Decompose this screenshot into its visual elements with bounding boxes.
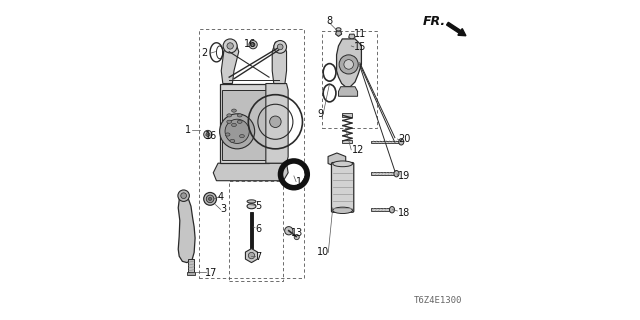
Circle shape bbox=[180, 193, 186, 198]
Text: 20: 20 bbox=[398, 134, 410, 144]
Circle shape bbox=[209, 197, 212, 200]
Ellipse shape bbox=[225, 133, 230, 136]
Text: 8: 8 bbox=[326, 16, 333, 27]
Ellipse shape bbox=[230, 139, 235, 142]
Ellipse shape bbox=[239, 134, 244, 138]
Circle shape bbox=[339, 55, 358, 74]
Polygon shape bbox=[328, 153, 346, 167]
Bar bbox=[229, 181, 284, 281]
Text: 4: 4 bbox=[218, 192, 223, 202]
Bar bbox=[371, 140, 399, 143]
Polygon shape bbox=[213, 163, 288, 181]
Text: 18: 18 bbox=[398, 208, 410, 218]
Text: 19: 19 bbox=[398, 171, 410, 181]
Circle shape bbox=[225, 119, 249, 143]
Text: 3: 3 bbox=[221, 204, 227, 214]
Ellipse shape bbox=[333, 161, 353, 167]
Bar bbox=[188, 259, 194, 272]
Circle shape bbox=[220, 114, 255, 149]
Circle shape bbox=[204, 193, 216, 205]
Ellipse shape bbox=[336, 28, 341, 31]
Text: 16: 16 bbox=[244, 39, 256, 49]
Text: 14: 14 bbox=[296, 177, 308, 187]
Ellipse shape bbox=[390, 206, 394, 213]
Ellipse shape bbox=[232, 123, 236, 126]
Circle shape bbox=[204, 130, 212, 139]
Text: 1: 1 bbox=[185, 125, 191, 135]
Bar bbox=[371, 172, 395, 175]
Polygon shape bbox=[221, 42, 239, 84]
Polygon shape bbox=[178, 195, 195, 263]
Text: 11: 11 bbox=[355, 29, 367, 39]
Circle shape bbox=[249, 41, 257, 49]
Polygon shape bbox=[187, 272, 195, 275]
Polygon shape bbox=[245, 249, 257, 263]
Text: 9: 9 bbox=[317, 109, 323, 119]
Text: 15: 15 bbox=[355, 42, 367, 52]
Ellipse shape bbox=[247, 200, 256, 203]
Circle shape bbox=[269, 116, 281, 127]
FancyArrow shape bbox=[447, 22, 466, 36]
Circle shape bbox=[251, 43, 255, 47]
Bar bbox=[250, 212, 253, 252]
Text: 17: 17 bbox=[205, 268, 218, 278]
Circle shape bbox=[206, 195, 214, 203]
Text: 10: 10 bbox=[317, 247, 329, 257]
Circle shape bbox=[294, 235, 300, 240]
Text: 13: 13 bbox=[291, 228, 303, 238]
Circle shape bbox=[248, 252, 255, 259]
Circle shape bbox=[277, 44, 283, 50]
Text: FR.: FR. bbox=[423, 15, 446, 28]
Text: 12: 12 bbox=[352, 146, 364, 156]
Bar bbox=[321, 31, 378, 128]
Text: 2: 2 bbox=[202, 48, 208, 58]
Circle shape bbox=[285, 227, 293, 235]
Ellipse shape bbox=[227, 120, 232, 123]
Ellipse shape bbox=[394, 171, 399, 177]
Text: 16: 16 bbox=[205, 131, 217, 141]
Polygon shape bbox=[220, 84, 269, 163]
Circle shape bbox=[344, 60, 353, 69]
Text: 5: 5 bbox=[255, 201, 261, 211]
Bar bbox=[342, 140, 353, 143]
Polygon shape bbox=[349, 34, 355, 40]
Ellipse shape bbox=[333, 207, 353, 213]
Text: T6Z4E1300: T6Z4E1300 bbox=[413, 296, 462, 305]
Circle shape bbox=[274, 41, 287, 53]
Circle shape bbox=[178, 190, 189, 201]
Ellipse shape bbox=[247, 204, 256, 209]
Ellipse shape bbox=[399, 139, 404, 145]
Ellipse shape bbox=[237, 120, 242, 123]
Polygon shape bbox=[339, 87, 358, 96]
Polygon shape bbox=[335, 31, 342, 36]
Bar bbox=[371, 208, 391, 211]
Ellipse shape bbox=[227, 114, 232, 117]
Ellipse shape bbox=[237, 114, 242, 117]
Text: 6: 6 bbox=[255, 223, 261, 234]
Polygon shape bbox=[266, 84, 288, 163]
Ellipse shape bbox=[232, 109, 236, 112]
Bar bbox=[199, 29, 304, 278]
FancyBboxPatch shape bbox=[332, 163, 354, 212]
Bar bbox=[342, 113, 353, 117]
Polygon shape bbox=[222, 90, 266, 160]
Circle shape bbox=[223, 39, 237, 53]
Polygon shape bbox=[337, 39, 362, 87]
Circle shape bbox=[206, 132, 210, 136]
Polygon shape bbox=[272, 42, 287, 84]
Circle shape bbox=[227, 43, 234, 49]
Text: 7: 7 bbox=[255, 252, 261, 262]
